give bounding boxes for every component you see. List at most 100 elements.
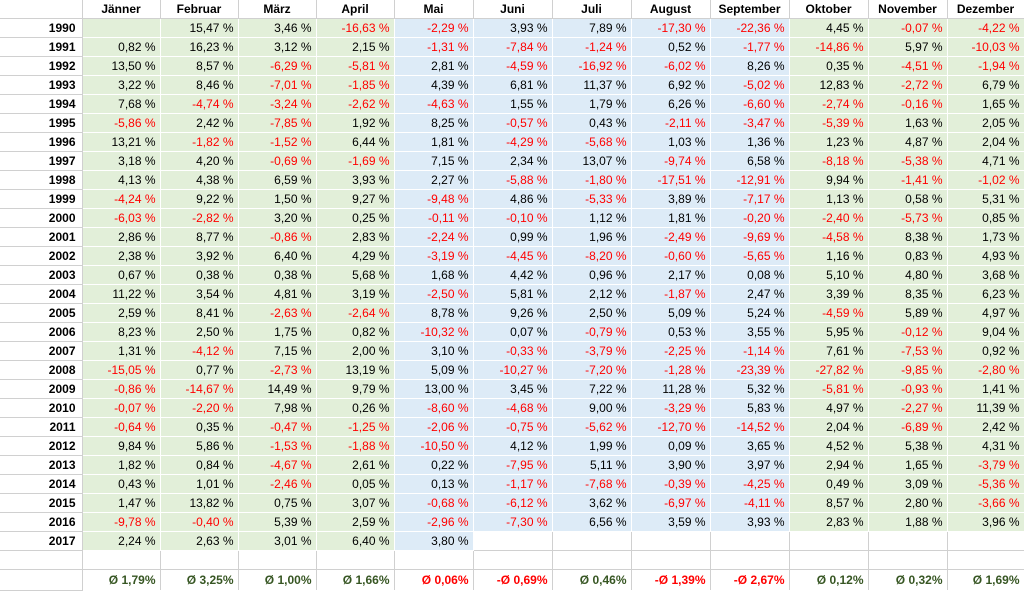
- value-cell[interactable]: 0,35 %: [160, 417, 239, 437]
- value-cell[interactable]: 15,47 %: [160, 18, 239, 38]
- month-header[interactable]: September: [710, 0, 790, 19]
- value-cell[interactable]: 0,53 %: [631, 322, 711, 342]
- year-cell[interactable]: 1996: [0, 132, 83, 152]
- value-cell[interactable]: 3,19 %: [316, 284, 395, 304]
- value-cell[interactable]: 1,31 %: [82, 341, 161, 361]
- value-cell[interactable]: 5,11 %: [552, 455, 632, 475]
- value-cell[interactable]: 6,26 %: [631, 94, 711, 114]
- value-cell[interactable]: -8,60 %: [394, 398, 474, 418]
- value-cell[interactable]: 1,79 %: [552, 94, 632, 114]
- value-cell[interactable]: -7,84 %: [473, 37, 553, 57]
- value-cell[interactable]: 6,56 %: [552, 512, 632, 532]
- empty-cell[interactable]: [0, 569, 83, 591]
- value-cell[interactable]: -5,38 %: [868, 151, 948, 171]
- value-cell[interactable]: 5,24 %: [710, 303, 790, 323]
- value-cell[interactable]: -2,11 %: [631, 113, 711, 133]
- year-cell[interactable]: 2002: [0, 246, 83, 266]
- value-cell[interactable]: 1,81 %: [394, 132, 474, 152]
- value-cell[interactable]: 3,07 %: [316, 493, 395, 513]
- value-cell[interactable]: 5,89 %: [868, 303, 948, 323]
- value-cell[interactable]: 0,26 %: [316, 398, 395, 418]
- value-cell[interactable]: 3,93 %: [710, 512, 790, 532]
- value-cell[interactable]: -1,52 %: [238, 132, 317, 152]
- value-cell[interactable]: 3,45 %: [473, 379, 553, 399]
- value-cell[interactable]: -7,95 %: [473, 455, 553, 475]
- value-cell[interactable]: -12,70 %: [631, 417, 711, 437]
- value-cell[interactable]: -2,25 %: [631, 341, 711, 361]
- value-cell[interactable]: -4,45 %: [473, 246, 553, 266]
- value-cell[interactable]: 5,86 %: [160, 436, 239, 456]
- average-cell[interactable]: Ø 0,32%: [868, 569, 948, 591]
- value-cell[interactable]: 2,81 %: [394, 56, 474, 76]
- empty-cell[interactable]: [710, 550, 790, 570]
- year-cell[interactable]: 2006: [0, 322, 83, 342]
- value-cell[interactable]: -6,02 %: [631, 56, 711, 76]
- value-cell[interactable]: 5,39 %: [238, 512, 317, 532]
- value-cell[interactable]: 4,86 %: [473, 189, 553, 209]
- value-cell[interactable]: 5,31 %: [947, 189, 1024, 209]
- value-cell[interactable]: -0,93 %: [868, 379, 948, 399]
- value-cell[interactable]: -4,24 %: [82, 189, 161, 209]
- value-cell[interactable]: -7,20 %: [552, 360, 632, 380]
- value-cell[interactable]: 4,93 %: [947, 246, 1024, 266]
- year-cell[interactable]: 1992: [0, 56, 83, 76]
- value-cell[interactable]: 0,82 %: [316, 322, 395, 342]
- value-cell[interactable]: 8,77 %: [160, 227, 239, 247]
- value-cell[interactable]: 1,65 %: [868, 455, 948, 475]
- value-cell[interactable]: -7,53 %: [868, 341, 948, 361]
- value-cell[interactable]: 1,41 %: [947, 379, 1024, 399]
- value-cell[interactable]: 1,68 %: [394, 265, 474, 285]
- value-cell[interactable]: -0,86 %: [82, 379, 161, 399]
- value-cell[interactable]: 0,83 %: [868, 246, 948, 266]
- value-cell[interactable]: 8,35 %: [868, 284, 948, 304]
- value-cell[interactable]: 1,96 %: [552, 227, 632, 247]
- value-cell[interactable]: -0,60 %: [631, 246, 711, 266]
- empty-cell[interactable]: [789, 550, 869, 570]
- value-cell[interactable]: -6,12 %: [473, 493, 553, 513]
- value-cell[interactable]: 0,67 %: [82, 265, 161, 285]
- value-cell[interactable]: -2,80 %: [947, 360, 1024, 380]
- value-cell[interactable]: 7,22 %: [552, 379, 632, 399]
- value-cell[interactable]: 0,82 %: [82, 37, 161, 57]
- year-cell[interactable]: 2012: [0, 436, 83, 456]
- value-cell[interactable]: -2,62 %: [316, 94, 395, 114]
- value-cell[interactable]: -0,20 %: [710, 208, 790, 228]
- value-cell[interactable]: 2,38 %: [82, 246, 161, 266]
- year-cell[interactable]: 1994: [0, 94, 83, 114]
- corner-cell[interactable]: [0, 0, 83, 19]
- value-cell[interactable]: 1,65 %: [947, 94, 1024, 114]
- value-cell[interactable]: -3,79 %: [947, 455, 1024, 475]
- value-cell[interactable]: 3,22 %: [82, 75, 161, 95]
- value-cell[interactable]: -3,47 %: [710, 113, 790, 133]
- year-cell[interactable]: 2013: [0, 455, 83, 475]
- value-cell[interactable]: 1,13 %: [789, 189, 869, 209]
- value-cell[interactable]: -0,68 %: [394, 493, 474, 513]
- year-cell[interactable]: 1990: [0, 18, 83, 38]
- value-cell[interactable]: -1,31 %: [394, 37, 474, 57]
- value-cell[interactable]: 1,16 %: [789, 246, 869, 266]
- value-cell[interactable]: 14,49 %: [238, 379, 317, 399]
- month-header[interactable]: Dezember: [947, 0, 1024, 19]
- value-cell[interactable]: 5,10 %: [789, 265, 869, 285]
- value-cell[interactable]: 1,23 %: [789, 132, 869, 152]
- value-cell[interactable]: 3,59 %: [631, 512, 711, 532]
- value-cell[interactable]: -1,87 %: [631, 284, 711, 304]
- value-cell[interactable]: 0,99 %: [473, 227, 553, 247]
- value-cell[interactable]: -4,63 %: [394, 94, 474, 114]
- value-cell[interactable]: 5,32 %: [710, 379, 790, 399]
- value-cell[interactable]: 4,81 %: [238, 284, 317, 304]
- value-cell[interactable]: 3,54 %: [160, 284, 239, 304]
- value-cell[interactable]: 0,92 %: [947, 341, 1024, 361]
- value-cell[interactable]: 1,12 %: [552, 208, 632, 228]
- value-cell[interactable]: 0,43 %: [552, 113, 632, 133]
- value-cell[interactable]: -0,11 %: [394, 208, 474, 228]
- value-cell[interactable]: 8,41 %: [160, 303, 239, 323]
- value-cell[interactable]: -1,85 %: [316, 75, 395, 95]
- value-cell[interactable]: 6,79 %: [947, 75, 1024, 95]
- empty-cell[interactable]: [947, 550, 1024, 570]
- value-cell[interactable]: -4,68 %: [473, 398, 553, 418]
- value-cell[interactable]: -8,18 %: [789, 151, 869, 171]
- value-cell[interactable]: 8,57 %: [160, 56, 239, 76]
- value-cell[interactable]: 4,87 %: [868, 132, 948, 152]
- value-cell[interactable]: 5,95 %: [789, 322, 869, 342]
